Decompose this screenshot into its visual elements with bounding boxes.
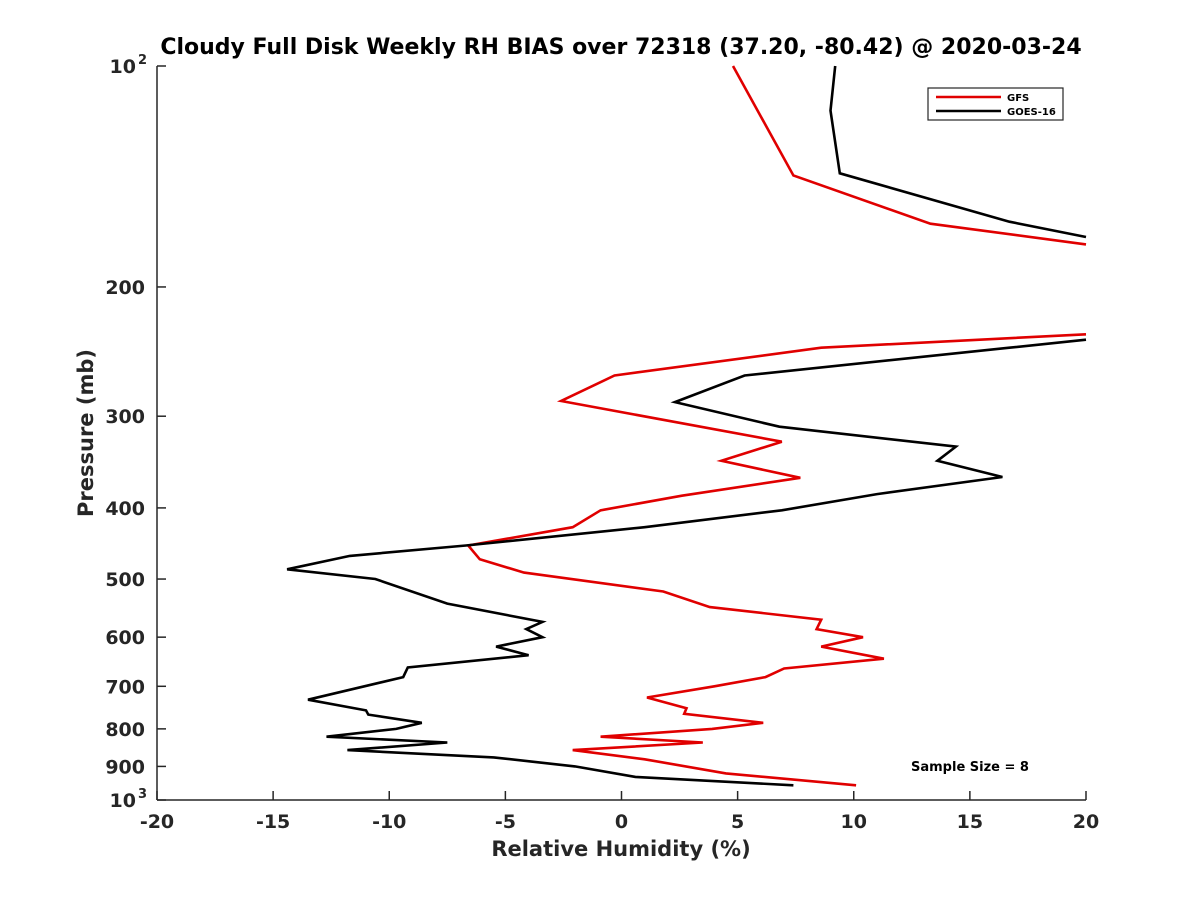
y-tick-label: 600	[105, 627, 145, 649]
x-tick-label: -15	[256, 811, 290, 833]
axes-frame	[157, 66, 1086, 800]
y-tick-exponent: 2	[138, 53, 147, 68]
legend-box	[927, 87, 1064, 121]
series-line-gfs-segment-1	[731, 65, 1087, 246]
y-tick-label: 800	[105, 719, 145, 741]
y-tick-label: 10	[110, 56, 136, 78]
y-tick-exponent: 3	[138, 787, 147, 802]
y-axis-label: Pressure (mb)	[74, 349, 98, 517]
x-tick-label: -5	[495, 811, 516, 833]
y-tick-label: 300	[105, 406, 145, 428]
y-tick-label: 10	[110, 790, 136, 812]
y-tick-label: 700	[105, 676, 145, 698]
sample-size-annotation: Sample Size = 8	[911, 760, 1029, 775]
series-line-goes16-segment-2	[286, 338, 1087, 787]
y-tick-label: 500	[105, 569, 145, 591]
plot-series-group	[286, 65, 1087, 787]
x-tick-label: 0	[615, 811, 628, 833]
x-tick-label: 10	[841, 811, 867, 833]
x-ticks-group: -20 -15 -10 -5 0 5 10 15 20	[140, 791, 1099, 833]
x-tick-label: 15	[957, 811, 983, 833]
legend-label-goes16: GOES-16	[1007, 107, 1056, 118]
x-tick-label: 5	[731, 811, 744, 833]
y-tick-label: 200	[105, 277, 145, 299]
legend: GFS GOES-16	[927, 87, 1064, 121]
x-tick-label: -10	[372, 811, 406, 833]
x-tick-label: -20	[140, 811, 174, 833]
y-tick-label: 900	[105, 756, 145, 778]
chart-title: Cloudy Full Disk Weekly RH BIAS over 723…	[160, 35, 1081, 60]
x-axis-label: Relative Humidity (%)	[491, 837, 750, 861]
series-line-gfs-segment-2	[465, 333, 1087, 787]
y-tick-label: 400	[105, 498, 145, 520]
legend-label-gfs: GFS	[1007, 93, 1029, 104]
series-line-goes16-segment-1	[829, 65, 1087, 239]
x-tick-label: 20	[1073, 811, 1099, 833]
